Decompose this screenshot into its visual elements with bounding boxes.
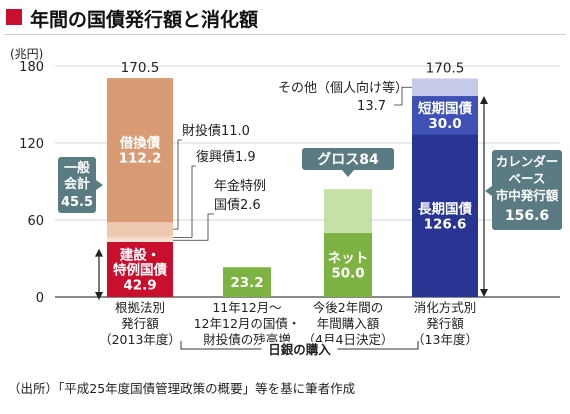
bar-segment: [412, 78, 478, 97]
data-label: 長期国債: [418, 200, 472, 217]
callout-box: [302, 148, 394, 170]
bar-segment: [324, 232, 372, 297]
callout-box: [492, 150, 562, 230]
data-label: 借換債: [119, 135, 161, 152]
x-category-label: 発行額: [426, 316, 464, 331]
annotation-ippan: 会計: [64, 176, 90, 192]
data-label: 126.6: [424, 216, 467, 232]
y-tick-label: 180: [19, 60, 44, 75]
data-label: 特例国債: [113, 261, 167, 278]
bar-segment: [107, 241, 173, 297]
annotation-gross: グロス84: [317, 151, 379, 168]
x-category-label: （2013年度）: [99, 332, 181, 347]
annotation-fukkou: 復興債1.9: [196, 149, 256, 165]
annotation-sonota: その他（個人向け等）: [278, 80, 408, 96]
total-label: 170.5: [121, 60, 160, 76]
bar-segment: [107, 236, 173, 239]
data-label: 建設・: [119, 246, 161, 263]
x-category-label: 発行額: [121, 316, 159, 331]
x-category-label: （13年度）: [412, 332, 478, 347]
source-note: （出所）「平成25年度国債管理政策の概要」等を基に筆者作成: [8, 381, 356, 396]
x-category-label: 12年12月の国債・: [194, 316, 301, 331]
annotation-calendar: ベース: [509, 171, 546, 186]
annotation-ippan: 一般: [64, 160, 90, 176]
data-label: 112.2: [119, 151, 162, 167]
annotation-calendar: カレンダー: [496, 154, 559, 169]
y-tick-label: 60: [27, 214, 44, 229]
title-marker: [6, 9, 22, 25]
x-category-label: 今後2年間の: [313, 300, 383, 315]
bracket-label-bg: [261, 342, 338, 358]
arrow-head: [480, 289, 488, 297]
annotation-calendar: 市中発行額: [496, 188, 559, 203]
title-divider: [4, 34, 566, 35]
leader-line: [173, 213, 214, 241]
bar-segment: [107, 78, 173, 223]
bar-segment: [223, 267, 271, 297]
page-title: 年間の国債発行額と消化額: [30, 9, 259, 31]
arrow-head: [95, 292, 103, 300]
x-category-label: 根拠法別: [115, 300, 165, 315]
data-label: 42.9: [123, 277, 156, 293]
leader-line: [394, 86, 412, 106]
annotation-zaitou: 財投債11.0: [182, 123, 250, 139]
leader-line: [173, 139, 182, 230]
annotation-sonota: 13.7: [357, 99, 386, 114]
data-label: 50.0: [331, 265, 364, 281]
arrow-head: [480, 96, 488, 105]
y-tick-label: 120: [19, 137, 44, 152]
y-unit-label: (兆円): [10, 47, 43, 61]
y-tick-label: 0: [36, 291, 44, 306]
total-label: 170.5: [426, 60, 465, 76]
callout-box: [58, 157, 96, 213]
annotation-nenkin: 国債2.6: [214, 198, 261, 213]
data-label: 23.2: [230, 275, 263, 291]
annotation-ippan: 45.5: [61, 195, 93, 210]
leader-line: [173, 165, 196, 238]
x-category-label: 年間購入額: [317, 316, 380, 331]
x-category-label: 消化方式別: [414, 300, 477, 315]
arrow-head: [95, 248, 103, 257]
bar-segment: [412, 96, 478, 135]
x-category-label: 11年12月～: [212, 300, 281, 315]
callout-pointer: [96, 180, 103, 190]
data-label: 30.0: [428, 116, 461, 132]
bracket-label: 日銀の購入: [268, 342, 331, 357]
bar-segment: [412, 134, 478, 297]
annotation-nenkin: 年金特例: [214, 178, 266, 194]
chart-header: 年間の国債発行額と消化額: [4, 4, 566, 35]
bar-segment: [107, 222, 173, 237]
callout-pointer: [342, 170, 354, 177]
bar-segment: [107, 238, 173, 242]
data-label: 短期国債: [418, 100, 472, 117]
callout-pointer: [485, 186, 492, 196]
annotation-calendar: 156.6: [505, 208, 549, 224]
data-label: ネット: [328, 250, 369, 266]
bar-segment: [324, 189, 372, 233]
